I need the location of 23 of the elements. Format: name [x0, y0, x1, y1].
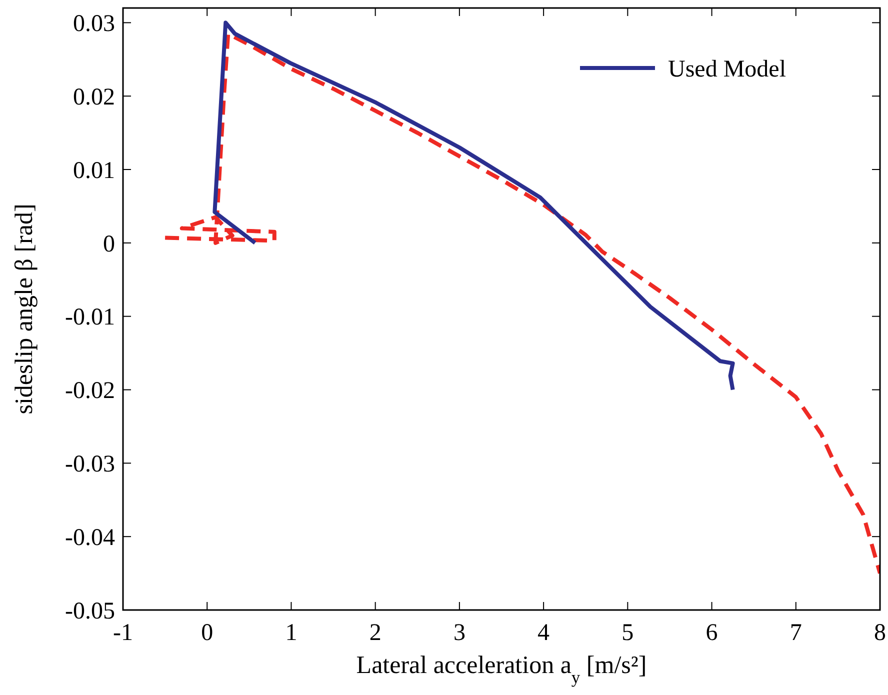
x-tick-label: 1 [285, 620, 298, 646]
y-tick-label: -0.05 [65, 598, 115, 624]
line-series [163, 32, 880, 576]
x-tick-label: 0 [201, 620, 214, 646]
x-tick-label: 5 [622, 620, 634, 646]
legend-label: Used Model [668, 56, 786, 82]
y-tick-label: 0 [103, 231, 115, 258]
x-tick-label: 8 [874, 620, 886, 646]
y-tick-label: 0.01 [73, 158, 115, 184]
x-tick-label: -1 [113, 620, 133, 646]
y-tick-label: -0.04 [65, 524, 115, 551]
x-tick-label: 4 [538, 620, 550, 646]
x-tick-label: 2 [369, 620, 382, 646]
y-tick-label: -0.03 [65, 452, 115, 478]
y-tick-label: -0.01 [65, 304, 115, 331]
y-tick-label: 0.03 [73, 11, 115, 38]
x-axis-title: Lateral acceleration a$_{y}$ [m/s²] [356, 652, 647, 687]
y-axis-title: sideslip angle β [rad] [11, 204, 38, 414]
y-tick-label: 0.02 [73, 84, 115, 110]
y-tick-label: -0.02 [65, 378, 115, 404]
x-tick-label: 7 [790, 620, 802, 646]
x-tick-label: 3 [453, 620, 466, 646]
x-tick-label: 6 [706, 620, 718, 646]
